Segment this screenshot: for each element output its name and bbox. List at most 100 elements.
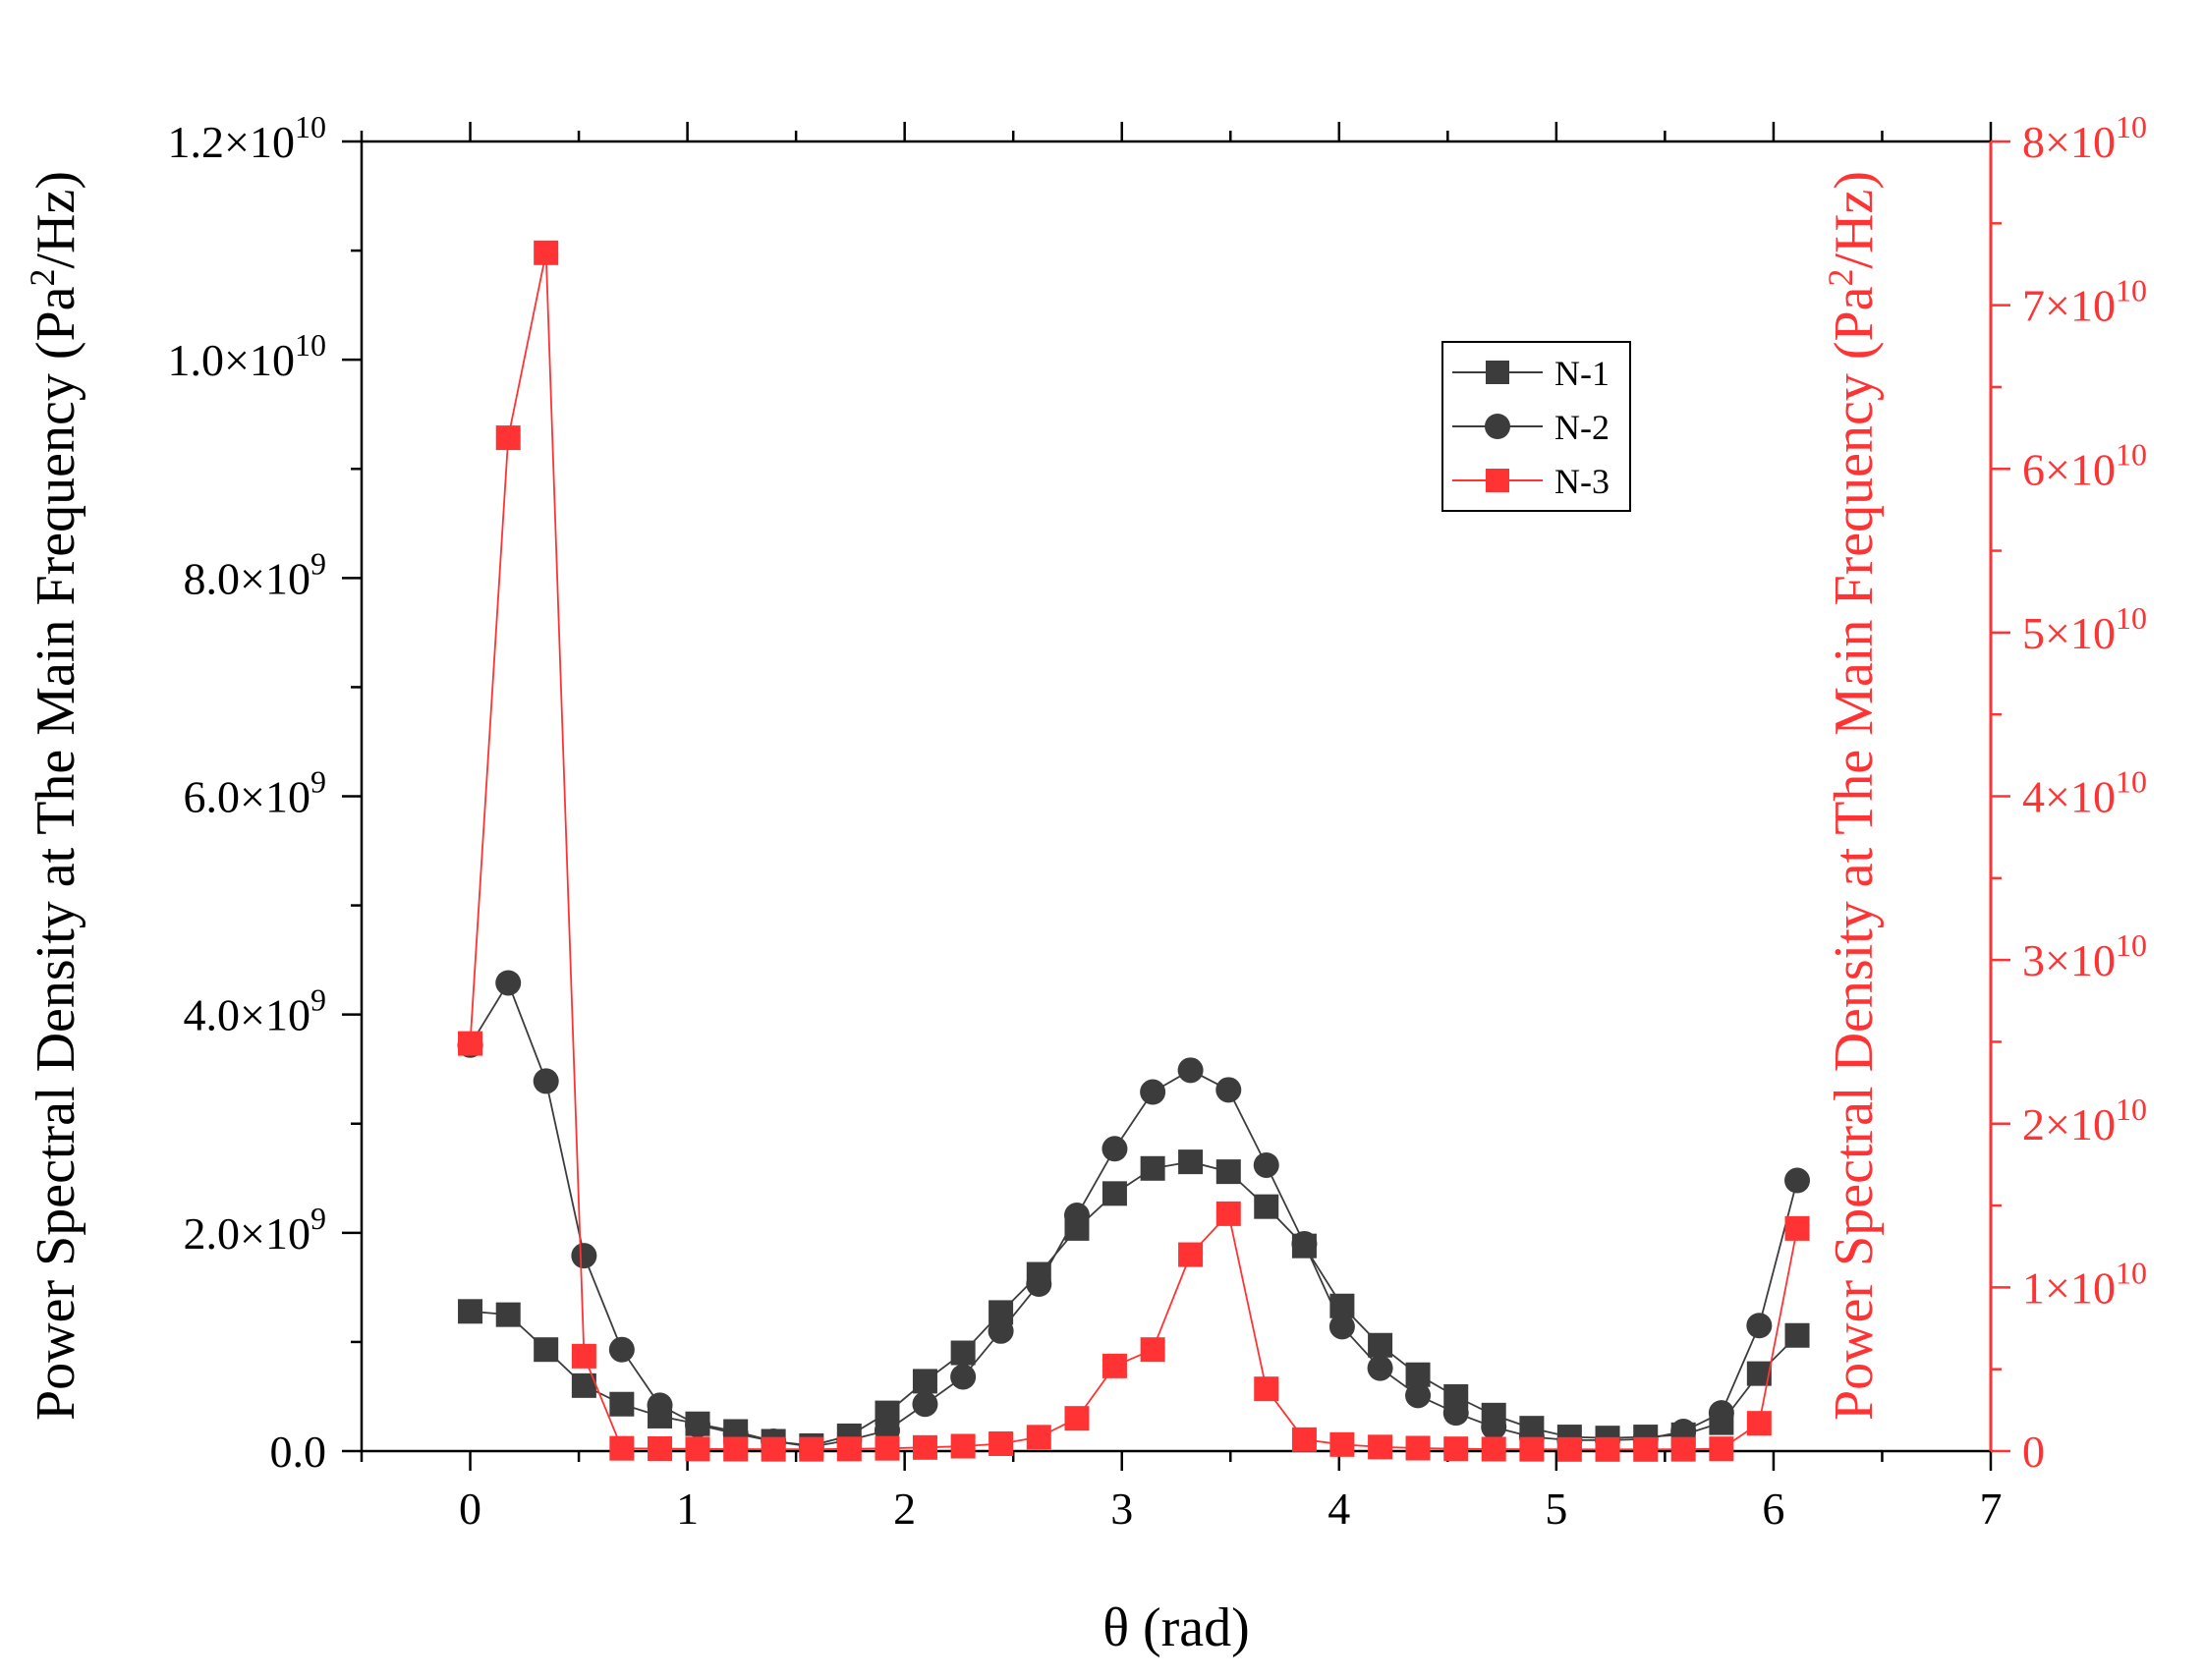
data-point-n3 bbox=[685, 1436, 710, 1462]
data-point-n3 bbox=[1215, 1201, 1241, 1226]
data-point-n3 bbox=[495, 425, 521, 451]
legend-square-marker-n1 bbox=[1486, 361, 1509, 384]
right-y-tick-label-exponent: 10 bbox=[2116, 1092, 2147, 1127]
data-point-n3 bbox=[1329, 1431, 1355, 1457]
series-line-n2 bbox=[469, 980, 1798, 1448]
left-y-tick-label-mantissa: 2.0×10 bbox=[184, 1208, 311, 1259]
data-point-n2 bbox=[1442, 1400, 1469, 1427]
right-y-tick-label-mantissa: 4×10 bbox=[2022, 772, 2116, 822]
right-y-tick-label-exponent: 10 bbox=[2116, 273, 2147, 308]
data-point-n1 bbox=[1254, 1194, 1279, 1219]
data-point-n3 bbox=[1670, 1436, 1696, 1462]
left-y-tick-label: 1.2×1010 bbox=[168, 109, 326, 167]
data-point-n3 bbox=[1481, 1436, 1506, 1462]
data-point-n1 bbox=[609, 1391, 635, 1417]
axis-ticks bbox=[342, 122, 2010, 1471]
data-point-n3 bbox=[1746, 1411, 1772, 1436]
right-y-tick-label-mantissa: 7×10 bbox=[2022, 281, 2116, 331]
plot-frame bbox=[360, 140, 1993, 1453]
data-point-n1 bbox=[1215, 1159, 1241, 1185]
data-point-n1 bbox=[1102, 1181, 1127, 1206]
data-point-n1 bbox=[458, 1299, 483, 1324]
data-point-n3 bbox=[1026, 1425, 1051, 1450]
left-y-tick-label: 6.0×109 bbox=[184, 764, 326, 822]
legend-entry-n2: N-2 bbox=[1452, 408, 1610, 447]
right-y-tick-label-mantissa: 3×10 bbox=[2022, 935, 2116, 985]
data-point-n2 bbox=[988, 1317, 1014, 1344]
right-y-tick-label-exponent: 10 bbox=[2116, 436, 2147, 472]
data-point-n3 bbox=[723, 1436, 749, 1462]
data-point-n1 bbox=[1178, 1149, 1204, 1175]
data-point-n1 bbox=[950, 1340, 976, 1366]
data-point-n1 bbox=[1784, 1322, 1810, 1348]
data-point-n1 bbox=[534, 1337, 559, 1363]
left-y-tick-label: 0.0 bbox=[270, 1427, 327, 1477]
right-y-tick-label: 7×1010 bbox=[2022, 273, 2147, 331]
x-tick-label: 1 bbox=[676, 1484, 699, 1534]
legend: N-1 N-2 N-3 bbox=[1441, 341, 1631, 512]
right-y-tick-label-mantissa: 2×10 bbox=[2022, 1099, 2116, 1149]
data-point-n1 bbox=[495, 1302, 521, 1327]
right-y-title-end: /Hz) bbox=[1824, 171, 1885, 269]
left-y-tick-label-exponent: 10 bbox=[295, 109, 326, 144]
series-layer bbox=[457, 240, 1811, 1462]
data-point-n3 bbox=[1595, 1436, 1620, 1462]
right-y-tick-label-exponent: 10 bbox=[2116, 764, 2147, 800]
data-point-n3 bbox=[1064, 1406, 1090, 1431]
x-tick-label: 2 bbox=[893, 1484, 916, 1534]
x-tick-label: 3 bbox=[1110, 1484, 1133, 1534]
data-point-n3 bbox=[1784, 1215, 1810, 1241]
left-y-tick-labels: 0.02.0×1094.0×1096.0×1098.0×1091.0×10101… bbox=[168, 109, 326, 1477]
right-y-tick-label: 1×1010 bbox=[2022, 1255, 2147, 1313]
legend-label-n1: N-1 bbox=[1554, 354, 1610, 393]
data-point-n1 bbox=[1140, 1155, 1165, 1181]
right-y-tick-label: 6×1010 bbox=[2022, 436, 2147, 494]
right-y-tick-label-mantissa: 1×10 bbox=[2022, 1262, 2116, 1313]
data-point-n2 bbox=[1253, 1151, 1279, 1178]
data-point-n3 bbox=[1140, 1337, 1165, 1363]
data-point-n2 bbox=[647, 1392, 673, 1419]
left-y-tick-label: 2.0×109 bbox=[184, 1201, 326, 1259]
left-y-tick-label-mantissa: 1.2×10 bbox=[168, 117, 295, 167]
data-point-n3 bbox=[1709, 1436, 1734, 1462]
data-point-n3 bbox=[1291, 1427, 1317, 1452]
series-n3 bbox=[458, 240, 1810, 1462]
data-point-n3 bbox=[950, 1433, 976, 1459]
left-y-tick-label-exponent: 10 bbox=[295, 327, 326, 363]
data-point-n1 bbox=[912, 1369, 937, 1394]
x-tick-label: 0 bbox=[459, 1484, 481, 1534]
data-point-n2 bbox=[533, 1068, 559, 1094]
data-point-n2 bbox=[1291, 1230, 1318, 1257]
data-point-n2 bbox=[912, 1391, 938, 1418]
data-point-n2 bbox=[1177, 1057, 1204, 1084]
x-axis-title: θ (rad) bbox=[1102, 1597, 1250, 1658]
data-point-n2 bbox=[608, 1336, 635, 1363]
data-point-n2 bbox=[1746, 1313, 1773, 1339]
left-y-tick-label: 8.0×109 bbox=[184, 545, 326, 603]
data-point-n3 bbox=[989, 1431, 1014, 1457]
left-y-tick-label-exponent: 9 bbox=[311, 982, 326, 1018]
data-point-n3 bbox=[1556, 1436, 1582, 1462]
right-y-tick-label-mantissa: 6×10 bbox=[2022, 444, 2116, 494]
left-y-tick-label-mantissa: 4.0×10 bbox=[184, 990, 311, 1040]
right-y-tick-label-exponent: 10 bbox=[2116, 109, 2147, 144]
right-y-tick-label-mantissa: 5×10 bbox=[2022, 608, 2116, 658]
data-point-n3 bbox=[1405, 1435, 1431, 1461]
x-tick-labels: 0 1 2 3 4 5 6 7 bbox=[459, 1484, 2002, 1534]
right-y-tick-labels: 01×10102×10103×10104×10105×10106×10107×1… bbox=[2022, 109, 2147, 1477]
right-y-tick-label: 8×1010 bbox=[2022, 109, 2147, 167]
data-point-n2 bbox=[495, 970, 522, 996]
data-point-n3 bbox=[609, 1435, 635, 1461]
data-point-n3 bbox=[799, 1436, 824, 1462]
x-tick-label: 7 bbox=[1980, 1484, 2003, 1534]
right-y-title-sup: 2 bbox=[1821, 269, 1860, 287]
left-y-tick-label-mantissa: 0.0 bbox=[270, 1427, 327, 1477]
data-point-n3 bbox=[912, 1434, 937, 1460]
legend-entry-n1: N-1 bbox=[1452, 354, 1610, 393]
data-point-n2 bbox=[1026, 1271, 1052, 1298]
right-y-tick-label-mantissa: 0 bbox=[2022, 1427, 2045, 1477]
data-point-n2 bbox=[1215, 1077, 1242, 1103]
data-point-n2 bbox=[684, 1412, 710, 1438]
